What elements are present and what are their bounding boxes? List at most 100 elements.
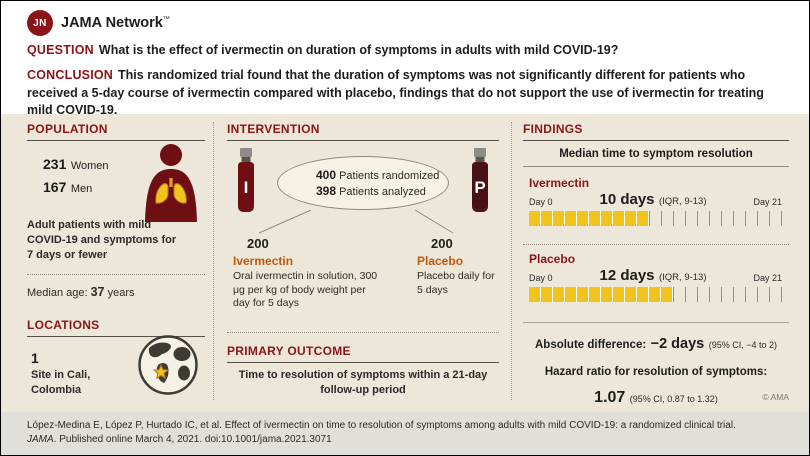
ivermectin-timeline-bar xyxy=(529,211,782,226)
ivermectin-bottle-letter: I xyxy=(244,178,249,197)
citation-footer: López-Medina E, López P, Hurtado IC, et … xyxy=(1,412,809,455)
ivermectin-result-label: Ivermectin xyxy=(529,176,590,190)
ivermectin-arm-n: 200 xyxy=(247,236,269,251)
placebo-arm-n: 200 xyxy=(431,236,453,251)
ivermectin-iqr: (IQR, 9-13) xyxy=(658,196,707,207)
copyright-notice: © AMA xyxy=(762,392,789,402)
placebo-arm: 200 Placebo Placebo daily for 5 days xyxy=(417,236,503,297)
absolute-difference-ci: (95% CI, −4 to 2) xyxy=(708,340,777,350)
hazard-ratio-label-line: Hazard ratio for resolution of symptoms: xyxy=(523,362,789,380)
conclusion-label: CONCLUSION xyxy=(27,68,114,83)
women-count-row: 231 Women xyxy=(43,156,109,174)
absolute-difference-value: −2 days xyxy=(650,336,705,352)
placebo-result: Placebo Day 0 12 days (IQR, 9-13) Day 21 xyxy=(529,252,782,302)
absolute-difference-label: Absolute difference: xyxy=(534,339,647,351)
placebo-bottle-icon: P xyxy=(465,148,495,212)
publication-info: . Published online March 4, 2021. doi:10… xyxy=(53,433,332,445)
randomized-count: 400 xyxy=(316,168,337,182)
column-divider xyxy=(213,122,214,400)
placebo-arm-description: Placebo daily for 5 days xyxy=(417,270,495,296)
median-age-value: 37 xyxy=(90,285,105,299)
placebo-median: 12 days (IQR, 9-13) xyxy=(599,267,706,285)
primary-outcome-text: Time to resolution of symptoms within a … xyxy=(238,369,488,397)
ivermectin-result: Ivermectin Day 0 10 days (IQR, 9-13) Day… xyxy=(529,176,782,226)
placebo-result-values: Day 0 12 days (IQR, 9-13) Day 21 xyxy=(529,267,782,285)
findings-divider xyxy=(523,244,789,245)
trademark-symbol: ™ xyxy=(162,16,170,24)
population-description: Adult patients with mild COVID-19 and sy… xyxy=(27,219,177,262)
women-count: 231 xyxy=(43,156,67,172)
placebo-timeline-bar xyxy=(529,287,782,302)
journal-name: JAMA xyxy=(27,433,54,445)
hazard-ratio-label: Hazard ratio for resolution of symptoms: xyxy=(544,366,768,378)
men-count: 167 xyxy=(43,179,67,195)
absolute-difference-line: Absolute difference: −2 days (95% CI, −4… xyxy=(523,335,789,353)
jama-network-logo-icon: JN xyxy=(27,10,53,36)
hazard-ratio-value: 1.07 xyxy=(594,389,626,406)
citation-text: López-Medina E, López P, Hurtado IC, et … xyxy=(27,420,736,431)
ivermectin-arm: 200 Ivermectin Oral ivermectin in soluti… xyxy=(233,236,385,311)
main-panel: POPULATION 231 Women 167 Men xyxy=(1,114,809,412)
placebo-bottle-letter: P xyxy=(474,178,485,197)
placebo-arm-name: Placebo xyxy=(417,254,464,268)
findings-column: FINDINGS Median time to symptom resoluti… xyxy=(523,122,789,406)
column-divider xyxy=(511,122,512,400)
randomization-connector-lines xyxy=(258,210,454,234)
citation-line-2: JAMA. Published online March 4, 2021. do… xyxy=(27,433,783,447)
intervention-divider xyxy=(227,332,499,333)
locations-info: 1 Site in Cali, Colombia xyxy=(31,350,117,398)
ivermectin-result-values: Day 0 10 days (IQR, 9-13) Day 21 xyxy=(529,191,782,209)
findings-subtitle: Median time to symptom resolution xyxy=(523,148,789,167)
brand-name: JAMA Network™ xyxy=(61,15,170,31)
primary-outcome-title: PRIMARY OUTCOME xyxy=(227,344,499,363)
findings-stats: Absolute difference: −2 days (95% CI, −4… xyxy=(523,322,789,416)
men-label: Men xyxy=(70,183,93,195)
day-end-label: Day 21 xyxy=(753,273,782,283)
findings-title: FINDINGS xyxy=(523,122,789,141)
ivermectin-arm-description: Oral ivermectin in solution, 300 μg per … xyxy=(233,270,378,310)
randomization-oval: 400 Patients randomized 398 Patients ana… xyxy=(277,156,449,210)
placebo-iqr: (IQR, 9-13) xyxy=(658,272,707,283)
ivermectin-timeline-fill xyxy=(529,211,649,226)
men-count-row: 167 Men xyxy=(43,179,109,197)
ivermectin-bottle-icon: I xyxy=(231,148,261,212)
analyzed-label: Patients analyzed xyxy=(339,186,426,198)
analyzed-row: 398 Patients analyzed xyxy=(316,184,448,198)
header: JN JAMA Network™ xyxy=(27,10,170,36)
day-start-label: Day 0 xyxy=(529,273,553,283)
ivermectin-arm-name: Ivermectin xyxy=(233,254,294,268)
ivermectin-median: 10 days (IQR, 9-13) xyxy=(599,191,706,209)
summary-block: QUESTION What is the effect of ivermectin… xyxy=(27,42,787,119)
globe-icon xyxy=(137,334,199,396)
hazard-ratio-value-line: 1.07 (95% CI, 0.87 to 1.32) xyxy=(523,389,789,407)
population-title: POPULATION xyxy=(27,122,205,141)
question-text: What is the effect of ivermectin on dura… xyxy=(98,43,619,57)
site-description: Site in Cali, Colombia xyxy=(31,369,91,396)
population-divider xyxy=(27,274,205,275)
brand-name-text: JAMA Network xyxy=(61,15,163,31)
day-end-label: Day 21 xyxy=(753,197,782,207)
placebo-timeline-fill xyxy=(529,287,673,302)
women-label: Women xyxy=(70,160,109,172)
ivermectin-median-value: 10 days xyxy=(599,191,655,208)
conclusion-text: This randomized trial found that the dur… xyxy=(27,68,764,117)
intervention-column: INTERVENTION I P 400 xyxy=(227,122,499,406)
population-counts: 231 Women 167 Men xyxy=(43,156,109,202)
population-column: POPULATION 231 Women 167 Men xyxy=(27,122,205,406)
intervention-title: INTERVENTION xyxy=(227,122,499,141)
question-label: QUESTION xyxy=(27,43,94,57)
placebo-median-value: 12 days xyxy=(599,267,655,284)
median-age: Median age: 37 years xyxy=(27,285,134,299)
locations-title: LOCATIONS xyxy=(27,318,205,337)
median-age-label: Median age: xyxy=(27,287,88,299)
hazard-ratio-ci: (95% CI, 0.87 to 1.32) xyxy=(629,394,718,404)
median-age-unit: years xyxy=(107,287,135,299)
question-line: QUESTION What is the effect of ivermectin… xyxy=(27,42,787,59)
site-count: 1 xyxy=(31,350,39,366)
patient-lungs-icon xyxy=(141,144,201,222)
randomized-label: Patients randomized xyxy=(339,170,440,182)
conclusion-line: CONCLUSION This randomized trial found th… xyxy=(27,67,787,119)
placebo-result-label: Placebo xyxy=(529,252,576,266)
citation-line-1: López-Medina E, López P, Hurtado IC, et … xyxy=(27,419,783,433)
